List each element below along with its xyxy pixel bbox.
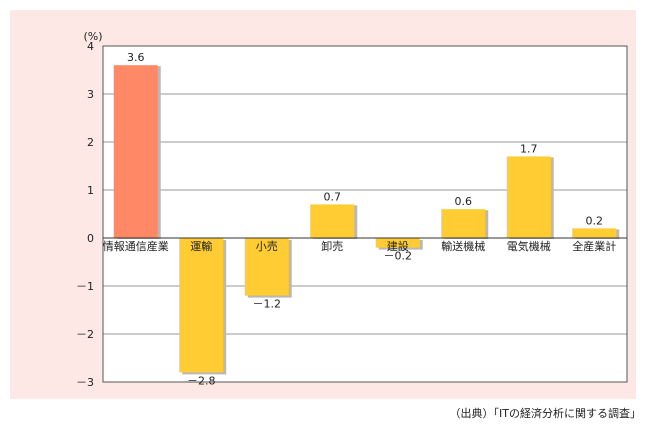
data-label: 1.7 <box>520 142 538 155</box>
y-axis-unit: (%) <box>83 30 102 43</box>
data-label: 3.6 <box>127 51 145 64</box>
bar-chart: 4 3 2 1 0 －1 －2 －3 (%) 3.6 情報通信産業 －2.8 運輸 －1.2 小売 0.7 卸売… <box>76 30 628 389</box>
plot-border <box>102 45 628 383</box>
data-label: 0.6 <box>455 195 473 208</box>
chart-frame: 4 3 2 1 0 －1 －2 －3 (%) 3.6 情報通信産業 －2.8 運輸 －1.2 小売 0.7 卸売… <box>10 10 636 399</box>
x-tick-label: 運輸 <box>190 239 212 253</box>
y-tick-label: 1 <box>87 184 94 197</box>
data-label: 0.2 <box>586 214 604 227</box>
x-tick-label: 小売 <box>256 240 278 253</box>
y-tick-label: 2 <box>87 136 94 149</box>
y-tick-label: －2 <box>76 328 94 341</box>
x-tick-label: 全産業計 <box>572 239 616 253</box>
bar <box>375 238 420 248</box>
bar <box>113 65 158 238</box>
bar <box>506 156 551 238</box>
data-label: 0.7 <box>324 190 342 203</box>
y-tick-label: 3 <box>87 88 94 101</box>
bar <box>572 228 617 238</box>
y-tick-label: 0 <box>87 232 94 245</box>
data-label: －0.2 <box>384 250 413 263</box>
data-label: －2.8 <box>187 374 216 387</box>
x-tick-label: 輸送機械 <box>441 239 485 253</box>
bar <box>441 209 486 238</box>
bar <box>244 238 289 296</box>
x-tick-label: 建設 <box>387 239 409 253</box>
y-tick-label: －3 <box>76 376 94 389</box>
y-tick-label: －1 <box>76 280 94 293</box>
x-tick-label: 卸売 <box>321 239 343 253</box>
x-tick-label: 電気機械 <box>507 239 551 253</box>
y-tick-label: 4 <box>87 40 94 53</box>
source-note: （出典）「ITの経済分析に関する調査」 <box>449 407 641 420</box>
data-label: －1.2 <box>253 298 282 311</box>
bar <box>179 238 224 373</box>
bar <box>310 204 355 238</box>
x-tick-label: 情報通信産業 <box>103 240 169 253</box>
